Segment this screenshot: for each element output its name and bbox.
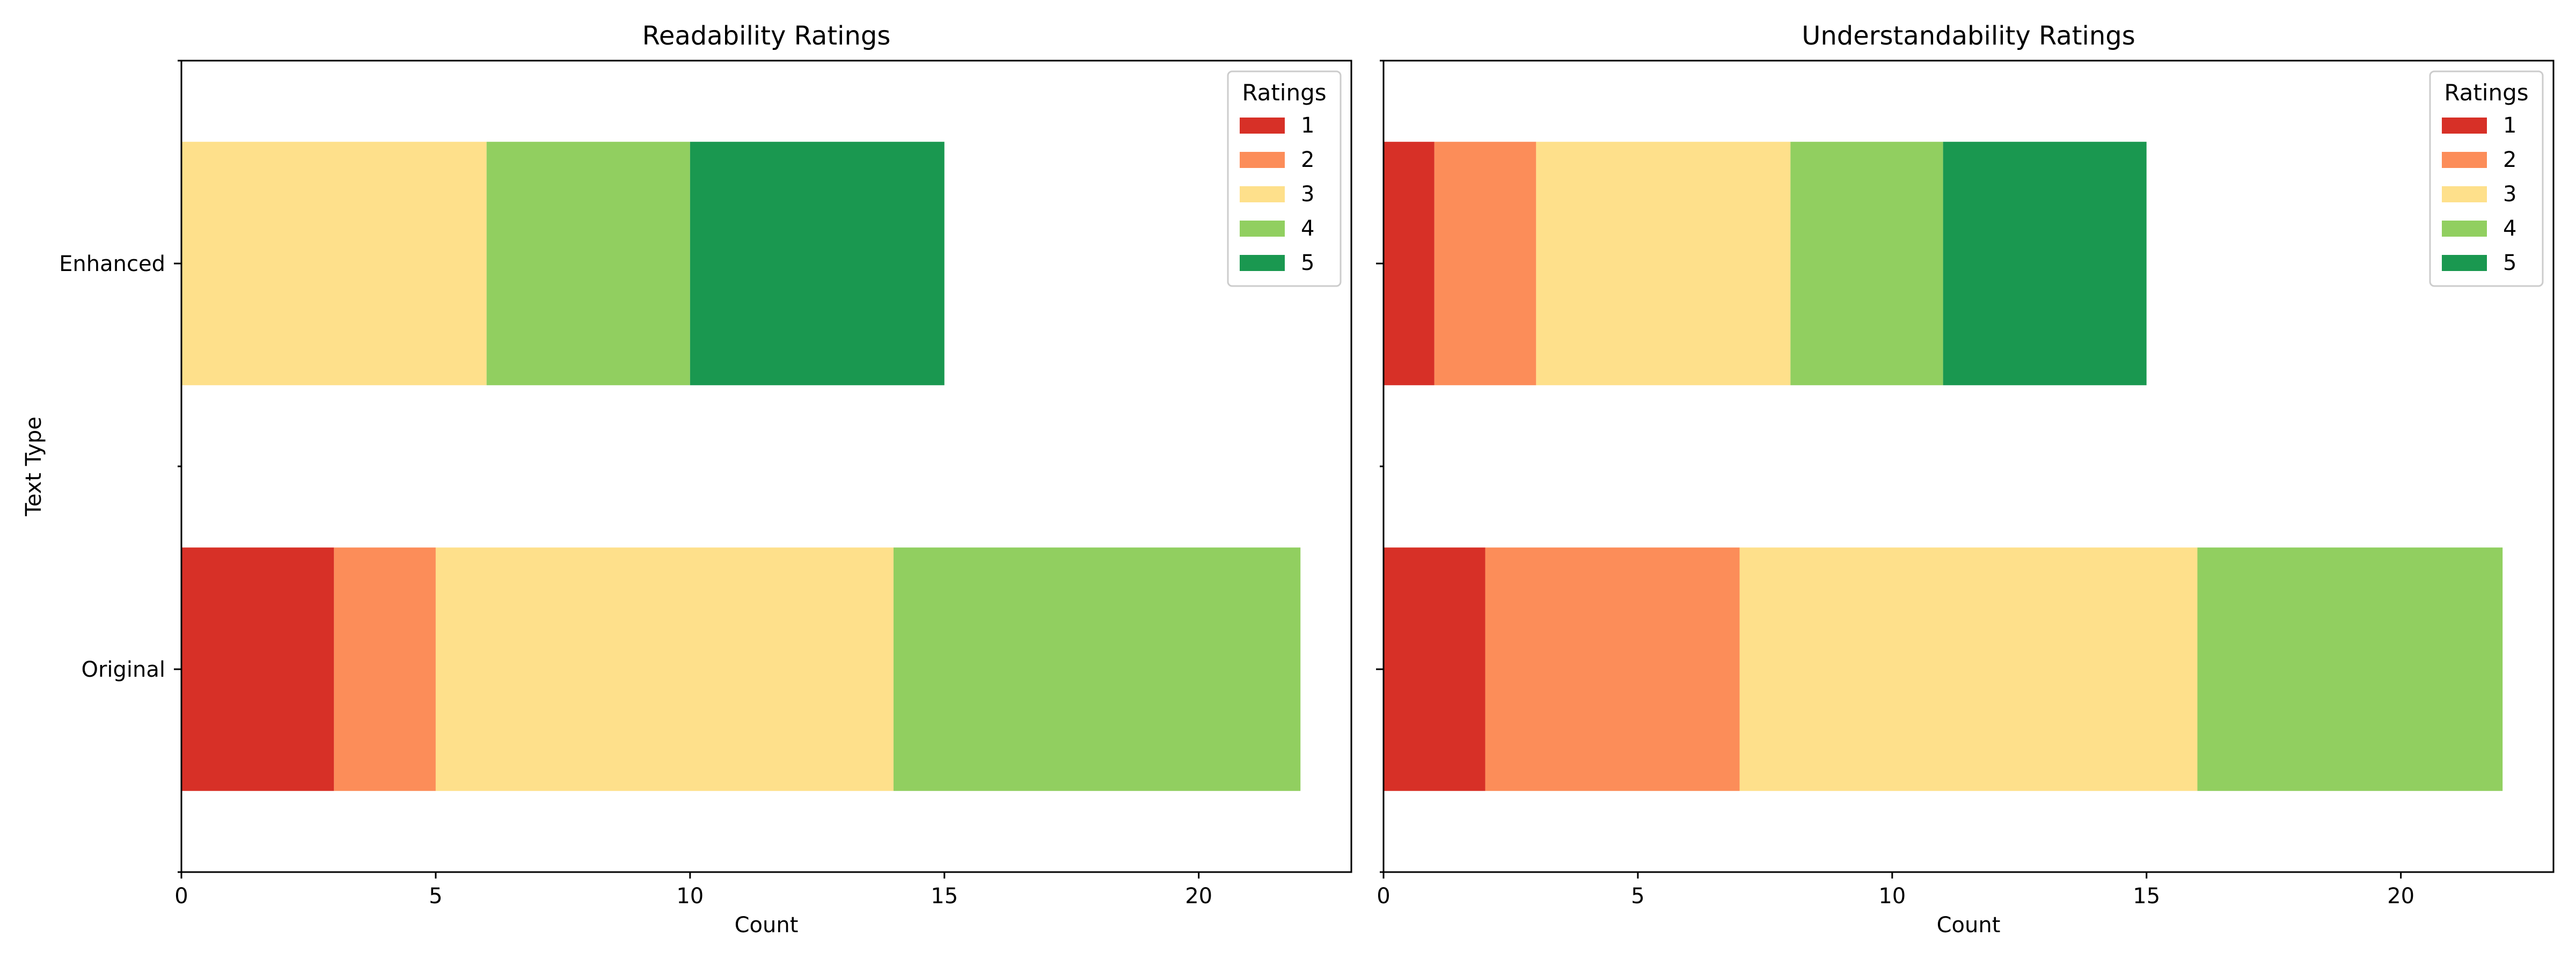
bar-original-rating-4: [2197, 547, 2503, 791]
legend: Ratings 1 2 3 4 5: [1227, 70, 1342, 287]
legend-label-rating-5: 5: [2503, 251, 2516, 275]
legend-title: Ratings: [1242, 79, 1326, 106]
legend-title: Ratings: [2444, 79, 2528, 106]
legend-swatch-rating-2: [2442, 152, 2487, 168]
legend-label-rating-1: 1: [1301, 113, 1314, 138]
y-tick-label: Original: [81, 657, 165, 682]
bar-enhanced-rating-2: [1434, 142, 1536, 385]
legend-swatch-rating-4: [2442, 221, 2487, 237]
x-tick-label: 20: [1185, 884, 1212, 909]
bar-original-rating-4: [893, 547, 1301, 791]
bar-original-rating-1: [181, 547, 334, 791]
legend-swatch-rating-1: [1240, 118, 1285, 134]
x-axis-label: Count: [1937, 913, 2001, 938]
x-tick-label: 10: [1878, 884, 1906, 909]
legend-label-rating-2: 2: [1301, 148, 1314, 172]
bar-enhanced-rating-3: [1536, 142, 1791, 385]
x-tick-label: 5: [429, 884, 442, 909]
x-tick-label: 15: [2133, 884, 2160, 909]
bar-enhanced-rating-4: [1790, 142, 1943, 385]
x-tick-label: 20: [2387, 884, 2414, 909]
bar-original-rating-1: [1384, 547, 1485, 791]
legend-label-rating-4: 4: [2503, 216, 2516, 241]
x-tick-label: 0: [1377, 884, 1390, 909]
legend-swatch-rating-4: [1240, 221, 1285, 237]
x-tick-label: 0: [174, 884, 188, 909]
bar-original-rating-2: [1485, 547, 1740, 791]
bar-enhanced-rating-5: [1943, 142, 2147, 385]
bar-original-rating-3: [435, 547, 894, 791]
legend-swatch-rating-2: [1240, 152, 1285, 168]
legend-swatch-rating-5: [2442, 255, 2487, 271]
legend-label-rating-5: 5: [1301, 251, 1314, 275]
legend-label-rating-3: 3: [1301, 182, 1314, 207]
x-tick-label: 10: [676, 884, 704, 909]
legend: Ratings 1 2 3 4 5: [2429, 70, 2544, 287]
legend-label-rating-2: 2: [2503, 148, 2516, 172]
legend-swatch-rating-3: [1240, 186, 1285, 202]
legend-swatch-rating-5: [1240, 255, 1285, 271]
y-tick-label: Enhanced: [59, 252, 165, 276]
bar-original-rating-3: [1739, 547, 2198, 791]
x-axis-label: Count: [735, 913, 799, 938]
chart-title: Readability Ratings: [642, 21, 891, 51]
bar-enhanced-rating-4: [486, 142, 690, 385]
bar-enhanced-rating-5: [690, 142, 945, 385]
x-tick-label: 15: [931, 884, 958, 909]
legend-label-rating-3: 3: [2503, 182, 2516, 207]
x-tick-label: 5: [1631, 884, 1644, 909]
legend-label-rating-1: 1: [2503, 113, 2516, 138]
chart-title: Understandability Ratings: [1802, 21, 2135, 51]
y-axis-label: Text Type: [21, 416, 46, 517]
legend-swatch-rating-1: [2442, 118, 2487, 134]
bar-enhanced-rating-3: [181, 142, 487, 385]
legend-label-rating-4: 4: [1301, 216, 1314, 241]
legend-swatch-rating-3: [2442, 186, 2487, 202]
bar-original-rating-2: [334, 547, 436, 791]
bar-enhanced-rating-1: [1384, 142, 1435, 385]
